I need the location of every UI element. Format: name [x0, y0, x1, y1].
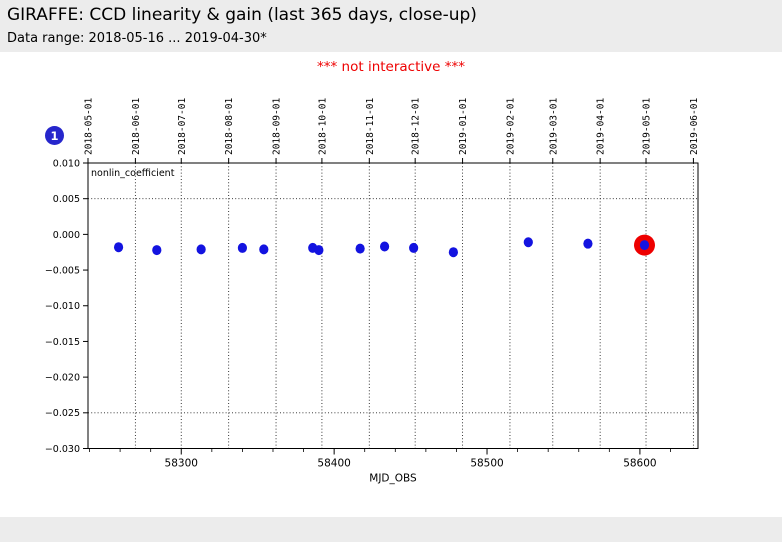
date-tick-label: 2019-04-01: [596, 98, 607, 155]
data-point: [237, 242, 248, 253]
x-tick-label: 58600: [623, 458, 656, 470]
data-range-subtitle: Data range: 2018-05-16 ... 2019-04-30*: [7, 31, 267, 46]
data-point: [152, 245, 162, 256]
plot-number-badge: 1: [45, 126, 64, 145]
data-point: [379, 241, 390, 252]
y-tick-label: 0.000: [53, 230, 80, 241]
data-point: [523, 237, 533, 248]
date-tick-label: 2018-12-01: [411, 98, 422, 155]
date-tick-label: 2018-08-01: [224, 98, 235, 155]
data-point: [639, 240, 650, 251]
page-title: GIRAFFE: CCD linearity & gain (last 365 …: [7, 5, 477, 25]
date-tick-label: 2019-06-01: [689, 98, 700, 155]
date-tick-label: 2019-05-01: [642, 98, 653, 155]
date-tick-label: 2018-05-01: [84, 98, 95, 155]
date-tick-label: 2018-06-01: [131, 98, 142, 155]
x-tick-label: 58300: [165, 458, 198, 470]
data-point: [314, 245, 324, 256]
data-point: [448, 247, 458, 258]
y-tick-label: −0.025: [45, 408, 80, 419]
data-point: [259, 244, 269, 255]
data-point: [113, 242, 124, 253]
date-tick-label: 2018-09-01: [272, 98, 283, 155]
y-tick-label: −0.015: [45, 337, 80, 348]
plot-frame: [87, 162, 699, 449]
footer-bar: powered by QC: www.eso.org/HC created by…: [0, 517, 782, 542]
x-tick-label: 58500: [470, 458, 503, 470]
y-tick-label: −0.010: [45, 301, 80, 312]
x-tick-label: 58400: [317, 458, 350, 470]
data-point: [196, 244, 206, 255]
data-point: [409, 242, 419, 253]
x-axis-label: MJD_OBS: [369, 473, 417, 485]
y-tick-label: −0.020: [45, 373, 80, 384]
date-tick-label: 2019-01-01: [458, 98, 469, 155]
data-point: [355, 243, 365, 254]
date-tick-label: 2019-03-01: [548, 98, 559, 155]
series-label: nonlin_coefficient: [91, 168, 175, 179]
date-tick-label: 2019-02-01: [505, 98, 516, 155]
y-tick-label: −0.030: [45, 444, 80, 455]
date-tick-label: 2018-07-01: [177, 98, 188, 155]
date-tick-label: 2018-10-01: [317, 98, 328, 155]
header-bar: GIRAFFE: CCD linearity & gain (last 365 …: [0, 0, 782, 52]
y-tick-label: −0.005: [45, 265, 80, 276]
y-tick-label: 0.005: [53, 194, 80, 205]
date-tick-label: 2018-11-01: [365, 98, 376, 155]
y-tick-label: 0.010: [53, 158, 80, 169]
not-interactive-note: *** not interactive ***: [317, 59, 465, 75]
data-point: [583, 238, 593, 249]
